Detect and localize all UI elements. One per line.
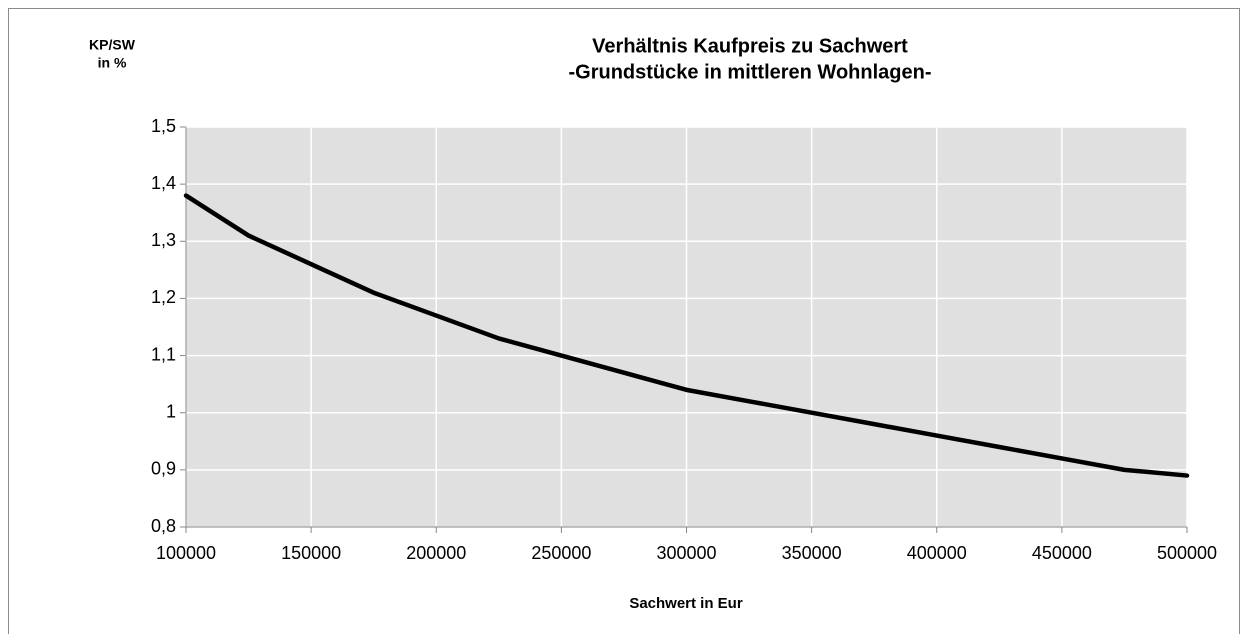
y-axis-label: KP/SW — [89, 37, 136, 53]
y-tick-label: 1,1 — [151, 344, 176, 364]
x-tick-label: 300000 — [656, 543, 716, 563]
x-tick-label: 400000 — [907, 543, 967, 563]
x-tick-label: 450000 — [1032, 543, 1092, 563]
y-tick-label: 1,3 — [151, 230, 176, 250]
chart-subtitle: -Grundstücke in mittleren Wohnlagen- — [569, 61, 932, 83]
y-axis-label: in % — [98, 55, 127, 71]
x-tick-label: 500000 — [1157, 543, 1217, 563]
x-tick-label: 150000 — [281, 543, 341, 563]
y-tick-label: 1 — [166, 401, 176, 421]
y-tick-label: 0,8 — [151, 516, 176, 536]
x-tick-label: 200000 — [406, 543, 466, 563]
x-axis-label: Sachwert in Eur — [629, 595, 743, 612]
chart-title: Verhältnis Kaufpreis zu Sachwert — [592, 35, 908, 57]
x-tick-label: 250000 — [531, 543, 591, 563]
y-tick-label: 0,9 — [151, 459, 176, 479]
data-line — [183, 193, 1190, 478]
x-tick-label: 100000 — [156, 543, 216, 563]
x-tick-label: 350000 — [782, 543, 842, 563]
y-tick-label: 1,4 — [151, 173, 176, 193]
y-tick-label: 1,2 — [151, 287, 176, 307]
y-tick-label: 1,5 — [151, 116, 176, 136]
